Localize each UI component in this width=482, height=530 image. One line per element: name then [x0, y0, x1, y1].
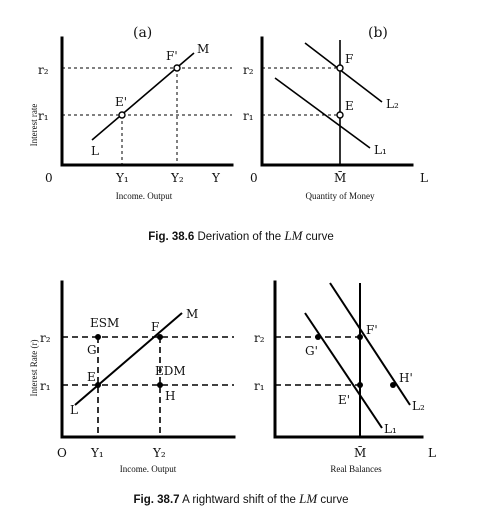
fig1-a-origin: 0	[45, 171, 53, 185]
fig2-a-point-f-label: F	[151, 320, 159, 334]
fig2-a-point-f	[157, 334, 163, 340]
fig2-a-r2-tick: r₂	[40, 331, 51, 345]
fig1-a-point-f-label: F'	[166, 49, 178, 63]
fig2-a-esm-label: ESM	[90, 316, 119, 330]
fig1-a-axis-end: Y	[211, 171, 221, 185]
fig2-a-lm-curve	[74, 312, 183, 406]
fig2-b-point-e-label: E'	[338, 393, 350, 407]
fig1-b-axes	[260, 36, 414, 167]
fig1-a-point-e	[118, 111, 126, 119]
fig2-caption-suffix: curve	[317, 494, 348, 506]
fig2-a-curve-start: L	[70, 403, 78, 417]
fig1-panel-a: (a) Interest rate r₂ r₁ E' F' M L 0 Y₁ Y…	[29, 25, 234, 201]
fig1-a-y1-tick: Y₁	[115, 171, 129, 185]
fig1-b-point-e	[336, 111, 344, 119]
fig2-a-point-h-label: H	[165, 389, 175, 403]
fig1-b-point-f-label: F	[345, 52, 353, 66]
fig1-b-origin: 0	[250, 171, 258, 185]
fig2-b-l1-label: L₁	[384, 422, 397, 436]
fig2-a-ylabel: Interest Rate (r)	[29, 340, 39, 397]
fig2-a-xlabel: Income. Output	[120, 464, 177, 474]
fig1-b-r1-tick: r₁	[243, 109, 254, 123]
fig2-a-edm-label: EDM	[155, 364, 186, 378]
fig1-b-label: (b)	[368, 25, 388, 41]
fig1-a-y2-tick: Y₂	[170, 171, 184, 185]
fig2-b-point-h	[390, 382, 396, 388]
fig2-panel-b: r₂ r₁ G' F' E' H' L₂ L₁ M̄ L Real Balanc…	[254, 280, 436, 474]
fig1-a-curve-start: L	[91, 144, 99, 158]
fig1-b-money-tick: M̄	[334, 170, 346, 185]
fig2-a-point-e-label: E	[87, 370, 96, 384]
fig2-a-r1-tick: r₁	[40, 379, 51, 393]
fig2-b-point-g	[315, 334, 321, 340]
fig1-b-axis-end: L	[420, 171, 428, 185]
fig2-a-origin: O	[57, 446, 67, 460]
fig2-a-y1-tick: Y₁	[90, 446, 104, 460]
fig1-b-l2-curve	[304, 42, 383, 103]
fig1-a-axes	[60, 36, 234, 167]
fig1-caption: Fig. 38.6 Derivation of the LM curve	[148, 228, 334, 243]
fig2-b-point-e	[357, 382, 363, 388]
fig2-b-point-h-label: H'	[399, 371, 413, 385]
fig1-caption-prefix: Fig. 38.6	[148, 231, 194, 243]
fig2-a-point-h	[157, 382, 163, 388]
fig2-b-point-g-label: G'	[305, 344, 318, 358]
fig2-b-money-tick: M̄	[354, 445, 366, 460]
fig2-b-point-f	[357, 334, 363, 340]
fig1-b-point-f	[336, 64, 344, 72]
fig2-a-axes	[60, 280, 236, 439]
fig2-b-l1-curve	[304, 312, 383, 429]
fig2-a-point-g-label: G	[87, 343, 97, 357]
fig2-b-xlabel: Real Balances	[330, 464, 382, 474]
fig1-b-point-e-label: E	[345, 99, 354, 113]
fig1-a-ylabel: Interest rate	[29, 104, 39, 147]
fig2-caption-prefix: Fig. 38.7	[134, 494, 180, 506]
fig1-a-xlabel: Income. Output	[116, 191, 173, 201]
fig2-panel-a: Interest Rate (r) r₂ r₁ ESM EDM G E F H …	[29, 280, 236, 474]
fig1-caption-suffix: curve	[302, 231, 333, 243]
fig1-a-point-f	[173, 64, 181, 72]
fig2-b-r2-tick: r₂	[254, 331, 265, 345]
fig2-caption-text: A rightward shift of the	[180, 494, 300, 506]
fig1-a-r1-tick: r₁	[38, 109, 49, 123]
fig2-a-curve-end: M	[186, 307, 198, 321]
fig2-b-l2-label: L₂	[412, 399, 425, 413]
fig2-caption-italic: LM	[298, 491, 318, 506]
fig1-panel-b: (b) r₂ r₁ F E L₂ L₁ 0 M̄ L Quantity of M…	[243, 25, 428, 201]
fig1-b-l2-label: L₂	[386, 97, 399, 111]
fig1-caption-italic: LM	[283, 228, 303, 243]
fig1-b-l1-label: L₁	[374, 143, 387, 157]
fig1-a-curve-end: M	[197, 42, 209, 56]
fig2-b-axes	[273, 280, 424, 439]
fig2-b-r1-tick: r₁	[254, 379, 265, 393]
fig1-a-label: (a)	[133, 25, 152, 41]
fig1-b-xlabel: Quantity of Money	[306, 191, 375, 201]
fig2-caption: Fig. 38.7 A rightward shift of the LM cu…	[134, 491, 349, 506]
fig1-a-point-e-label: E'	[115, 95, 127, 109]
fig2-a-point-g	[95, 334, 101, 340]
fig2-b-l2-curve	[329, 282, 411, 406]
fig2-a-y2-tick: Y₂	[152, 446, 166, 460]
fig1-a-r2-tick: r₂	[38, 63, 49, 77]
fig1-b-r2-tick: r₂	[243, 63, 254, 77]
fig2-b-axis-end: L	[428, 446, 436, 460]
fig2-b-point-f-label: F'	[366, 323, 378, 337]
fig2-a-point-e	[95, 382, 101, 388]
fig1-caption-text: Derivation of the	[194, 231, 284, 243]
fig1-b-l1-curve	[274, 77, 371, 149]
